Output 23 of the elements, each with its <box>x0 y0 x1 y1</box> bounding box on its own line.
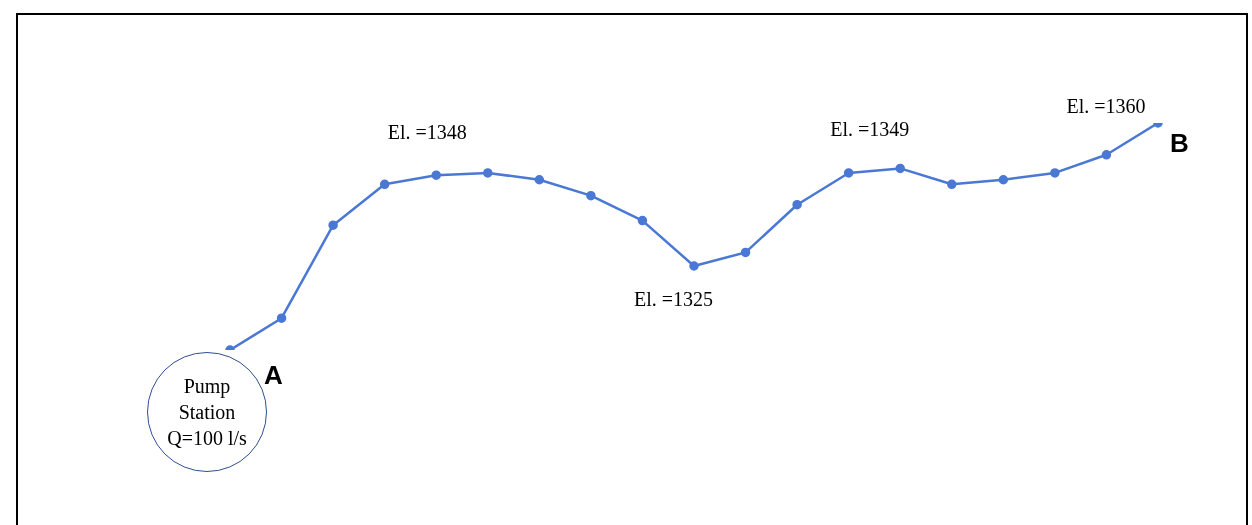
point <box>586 190 596 201</box>
point <box>843 168 854 178</box>
point <box>947 179 957 190</box>
point <box>431 170 441 180</box>
annotation: El. =1325 <box>634 288 714 311</box>
point <box>1101 150 1112 160</box>
text: A <box>264 360 283 391</box>
point <box>740 247 751 258</box>
point <box>792 199 802 210</box>
annotation: El. =1348 <box>387 120 467 144</box>
annotation: B <box>1170 128 1189 159</box>
point <box>998 175 1009 185</box>
point <box>276 313 287 323</box>
annotation: El. =1349 <box>830 118 910 142</box>
point <box>1050 168 1060 178</box>
point <box>328 220 338 230</box>
point <box>534 175 545 185</box>
point <box>483 168 493 178</box>
point <box>689 261 699 271</box>
point <box>895 163 905 174</box>
text: El. =1360 <box>1066 94 1146 118</box>
point <box>637 215 648 226</box>
point <box>379 179 390 190</box>
